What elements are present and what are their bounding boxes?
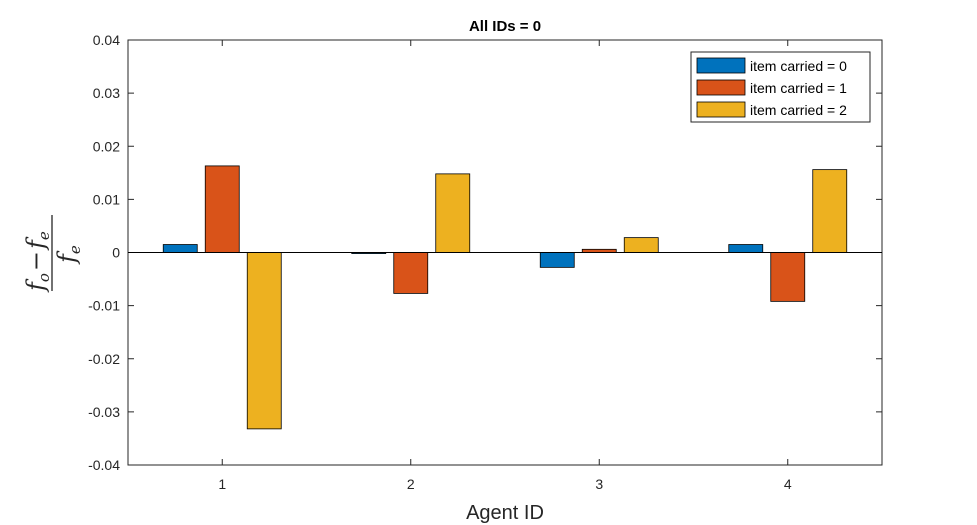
bars [162, 165, 848, 430]
y-tick-label: 0 [112, 245, 120, 261]
bar-agent-1-series-1 [204, 165, 240, 253]
ylabel-minus: − [22, 251, 50, 271]
x-tick-label: 3 [595, 476, 603, 492]
legend: item carried = 0 item carried = 1 item car… [690, 51, 871, 123]
x-axis-ticks: 1 2 3 4 [218, 40, 792, 492]
y-tick-label: -0.04 [88, 457, 120, 473]
bar-agent-3-series-0 [539, 252, 575, 268]
chart-title: All IDs = 0 [469, 18, 541, 35]
ylabel-denominator-sub-e: e [66, 245, 84, 254]
legend-swatch-0 [696, 57, 746, 74]
x-tick-label: 2 [407, 476, 415, 492]
y-axis-label: fo−fe fe [22, 215, 84, 293]
y-tick-label: -0.03 [88, 404, 120, 420]
svg-text:fo−fe: fo−fe [22, 231, 53, 293]
bar-agent-1-series-2 [246, 252, 282, 430]
ylabel-numerator-sub-o: o [35, 273, 53, 282]
x-axis-label: Agent ID [466, 502, 544, 524]
y-tick-label: 0.03 [93, 85, 120, 101]
bar-agent-2-series-2 [435, 173, 471, 253]
bar-agent-4-series-1 [770, 252, 806, 302]
svg-text:fe: fe [53, 245, 84, 265]
bar-agent-1-series-0 [162, 244, 198, 253]
bar-agent-4-series-2 [812, 169, 848, 253]
legend-swatch-2 [696, 101, 746, 118]
ylabel-numerator-sub-e: e [35, 231, 53, 240]
bar-agent-2-series-1 [393, 252, 429, 294]
legend-label-1: item carried = 1 [750, 80, 847, 96]
y-tick-label: 0.01 [93, 191, 120, 207]
y-tick-label: 0.04 [93, 32, 120, 48]
y-tick-label: -0.02 [88, 351, 120, 367]
y-tick-label: 0.02 [93, 138, 120, 154]
legend-label-0: item carried = 0 [750, 58, 847, 74]
legend-swatch-1 [696, 79, 746, 96]
y-axis-ticks: 0.04 0.03 0.02 0.01 0 -0.01 -0.02 -0.03 -0.04 [88, 32, 882, 473]
x-tick-label: 1 [218, 476, 226, 492]
x-tick-label: 4 [784, 476, 792, 492]
y-tick-label: -0.01 [88, 298, 120, 314]
bar-agent-4-series-0 [728, 244, 764, 253]
bar-agent-3-series-2 [623, 237, 659, 253]
legend-label-2: item carried = 2 [750, 102, 847, 118]
